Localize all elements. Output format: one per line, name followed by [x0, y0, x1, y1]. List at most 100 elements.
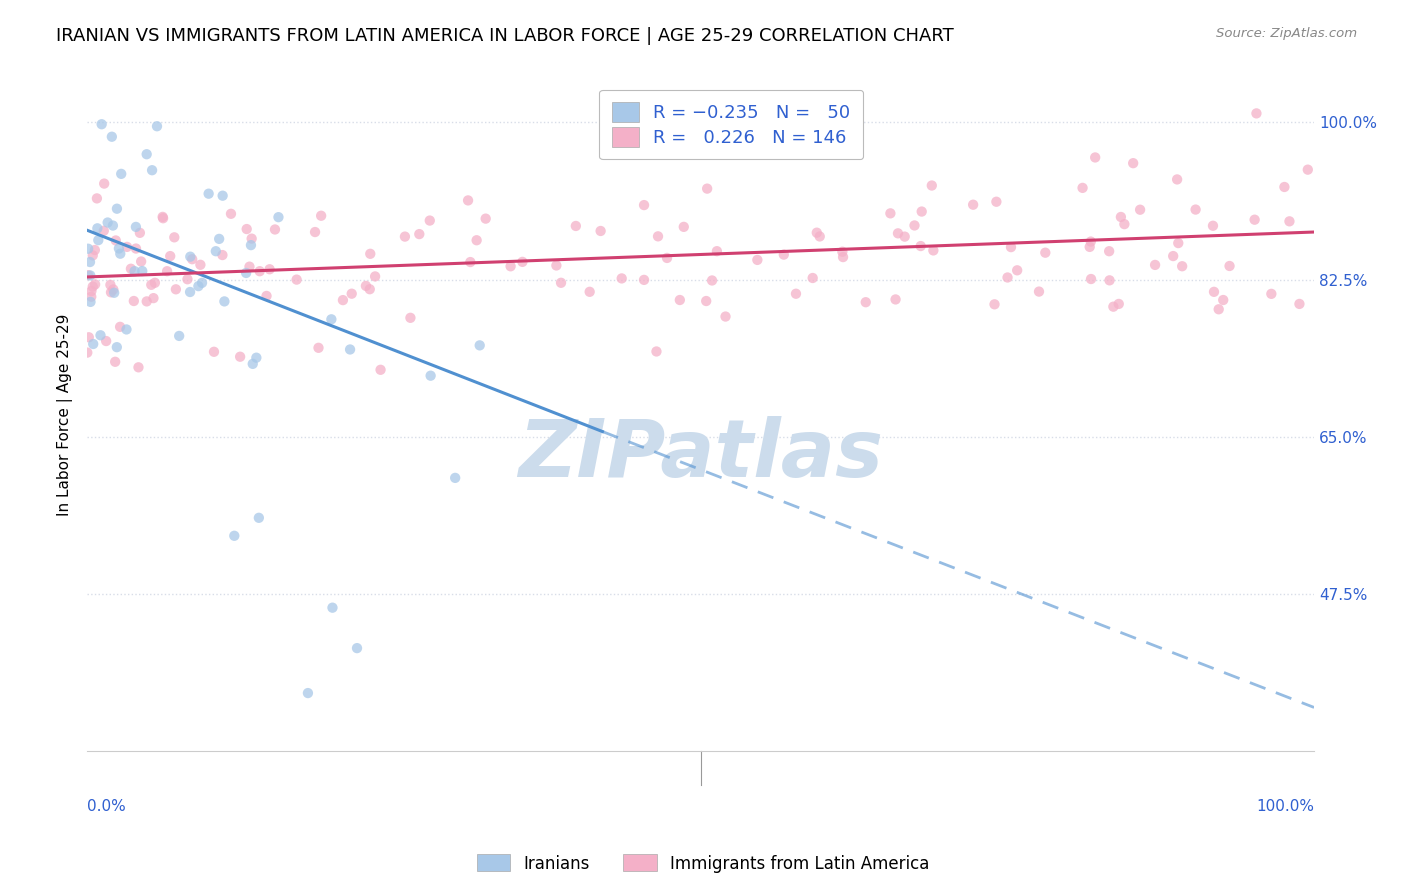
Point	[267, 210, 290, 224]
Text: 100.0%: 100.0%	[1256, 798, 1315, 814]
Point	[321, 312, 343, 326]
Point	[235, 222, 257, 236]
Point	[399, 310, 422, 325]
Point	[143, 276, 166, 290]
Point	[903, 219, 925, 233]
Point	[304, 225, 326, 239]
Point	[219, 207, 242, 221]
Text: ZIPatlas: ZIPatlas	[517, 416, 883, 494]
Point	[205, 244, 228, 259]
Point	[499, 260, 522, 274]
Point	[179, 250, 201, 264]
Point	[444, 471, 467, 485]
Point	[419, 368, 441, 383]
Point	[633, 273, 655, 287]
Point	[359, 282, 381, 296]
Point	[77, 242, 100, 256]
Point	[191, 276, 214, 290]
Point	[647, 229, 669, 244]
Point	[80, 284, 103, 298]
Point	[152, 210, 174, 224]
Point	[86, 191, 108, 205]
Point	[176, 272, 198, 286]
Point	[962, 197, 984, 211]
Point	[211, 188, 233, 202]
Point	[887, 227, 910, 241]
Point	[122, 293, 145, 308]
Point	[82, 279, 104, 293]
Point	[1288, 297, 1310, 311]
Point	[165, 282, 187, 296]
Point	[669, 293, 692, 307]
Point	[714, 310, 737, 324]
Point	[1129, 202, 1152, 217]
Point	[370, 363, 392, 377]
Point	[141, 163, 163, 178]
Point	[259, 262, 281, 277]
Point	[77, 330, 100, 344]
Point	[879, 206, 901, 220]
Point	[1208, 302, 1230, 317]
Point	[332, 293, 354, 307]
Point	[1078, 240, 1101, 254]
Point	[235, 266, 257, 280]
Point	[1166, 172, 1188, 186]
Point	[249, 264, 271, 278]
Point	[893, 229, 915, 244]
Point	[129, 254, 152, 268]
Y-axis label: In Labor Force | Age 25-29: In Labor Force | Age 25-29	[58, 313, 73, 516]
Point	[1161, 249, 1184, 263]
Point	[163, 230, 186, 244]
Point	[110, 167, 132, 181]
Point	[242, 357, 264, 371]
Point	[229, 350, 252, 364]
Point	[247, 511, 270, 525]
Point	[89, 328, 111, 343]
Point	[321, 600, 343, 615]
Point	[565, 219, 588, 233]
Legend: R = −0.235   N =   50, R =   0.226   N = 146: R = −0.235 N = 50, R = 0.226 N = 146	[599, 90, 863, 160]
Point	[79, 294, 101, 309]
Point	[465, 233, 488, 247]
Point	[695, 293, 717, 308]
Point	[128, 226, 150, 240]
Point	[127, 360, 149, 375]
Point	[101, 129, 124, 144]
Point	[922, 244, 945, 258]
Point	[105, 202, 128, 216]
Point	[340, 286, 363, 301]
Point	[589, 224, 612, 238]
Point	[655, 251, 678, 265]
Point	[105, 340, 128, 354]
Point	[986, 194, 1008, 209]
Point	[1260, 286, 1282, 301]
Point	[82, 248, 104, 262]
Point	[419, 213, 441, 227]
Point	[512, 255, 534, 269]
Point	[983, 297, 1005, 311]
Point	[146, 120, 169, 134]
Point	[997, 270, 1019, 285]
Point	[785, 286, 807, 301]
Point	[1171, 259, 1194, 273]
Point	[1098, 244, 1121, 259]
Point	[1184, 202, 1206, 217]
Point	[124, 264, 146, 278]
Point	[911, 204, 934, 219]
Point	[93, 177, 115, 191]
Point	[700, 273, 723, 287]
Point	[190, 258, 212, 272]
Point	[93, 224, 115, 238]
Point	[90, 117, 112, 131]
Point	[79, 255, 101, 269]
Point	[1167, 236, 1189, 251]
Point	[101, 219, 124, 233]
Legend: Iranians, Immigrants from Latin America: Iranians, Immigrants from Latin America	[470, 847, 936, 880]
Point	[214, 294, 236, 309]
Point	[187, 279, 209, 293]
Point	[831, 244, 853, 259]
Point	[84, 277, 107, 292]
Point	[245, 351, 267, 365]
Point	[1278, 214, 1301, 228]
Point	[1274, 180, 1296, 194]
